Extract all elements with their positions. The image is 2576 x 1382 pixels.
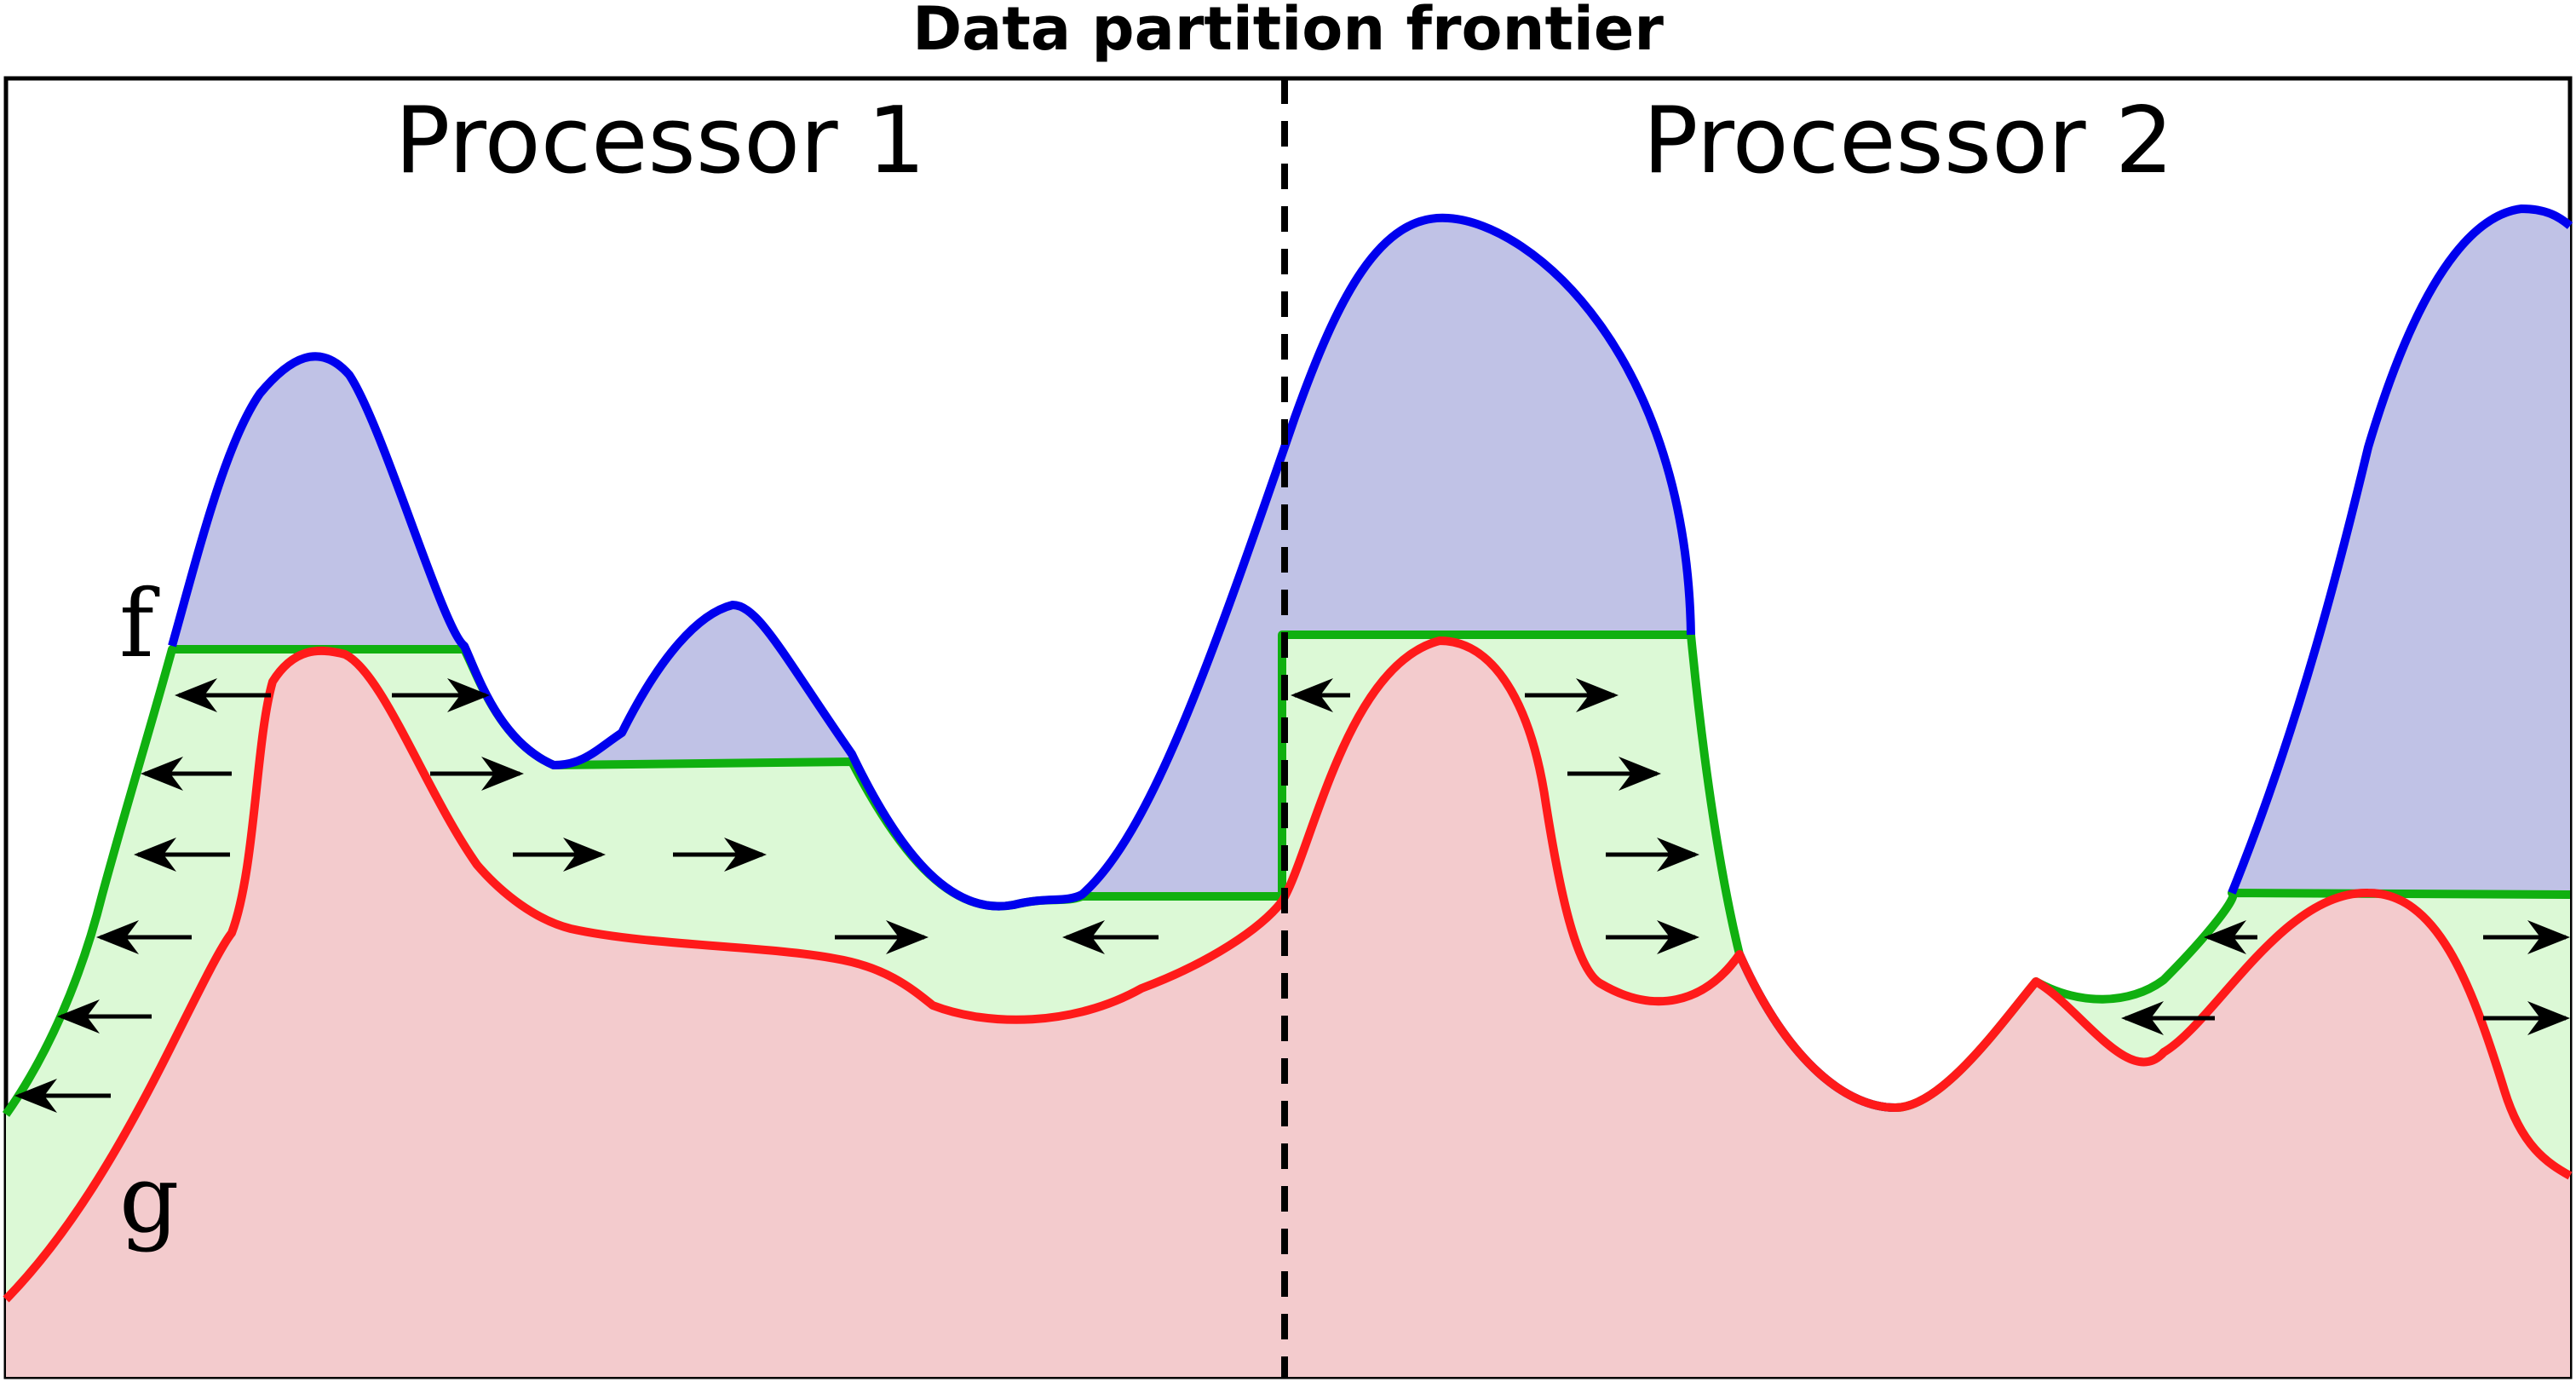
flow-arrows [14, 678, 2570, 1113]
g-fill-area [6, 641, 2570, 1377]
region-label-processor-1: Processor 1 [394, 88, 925, 194]
region-label-processor-2: Processor 2 [1642, 88, 2173, 194]
g-curve-label: g [119, 1144, 179, 1253]
g-curve [3, 636, 2573, 1303]
diagram-title: Data partition frontier [912, 0, 1664, 64]
f-curve-label: f [119, 569, 160, 678]
